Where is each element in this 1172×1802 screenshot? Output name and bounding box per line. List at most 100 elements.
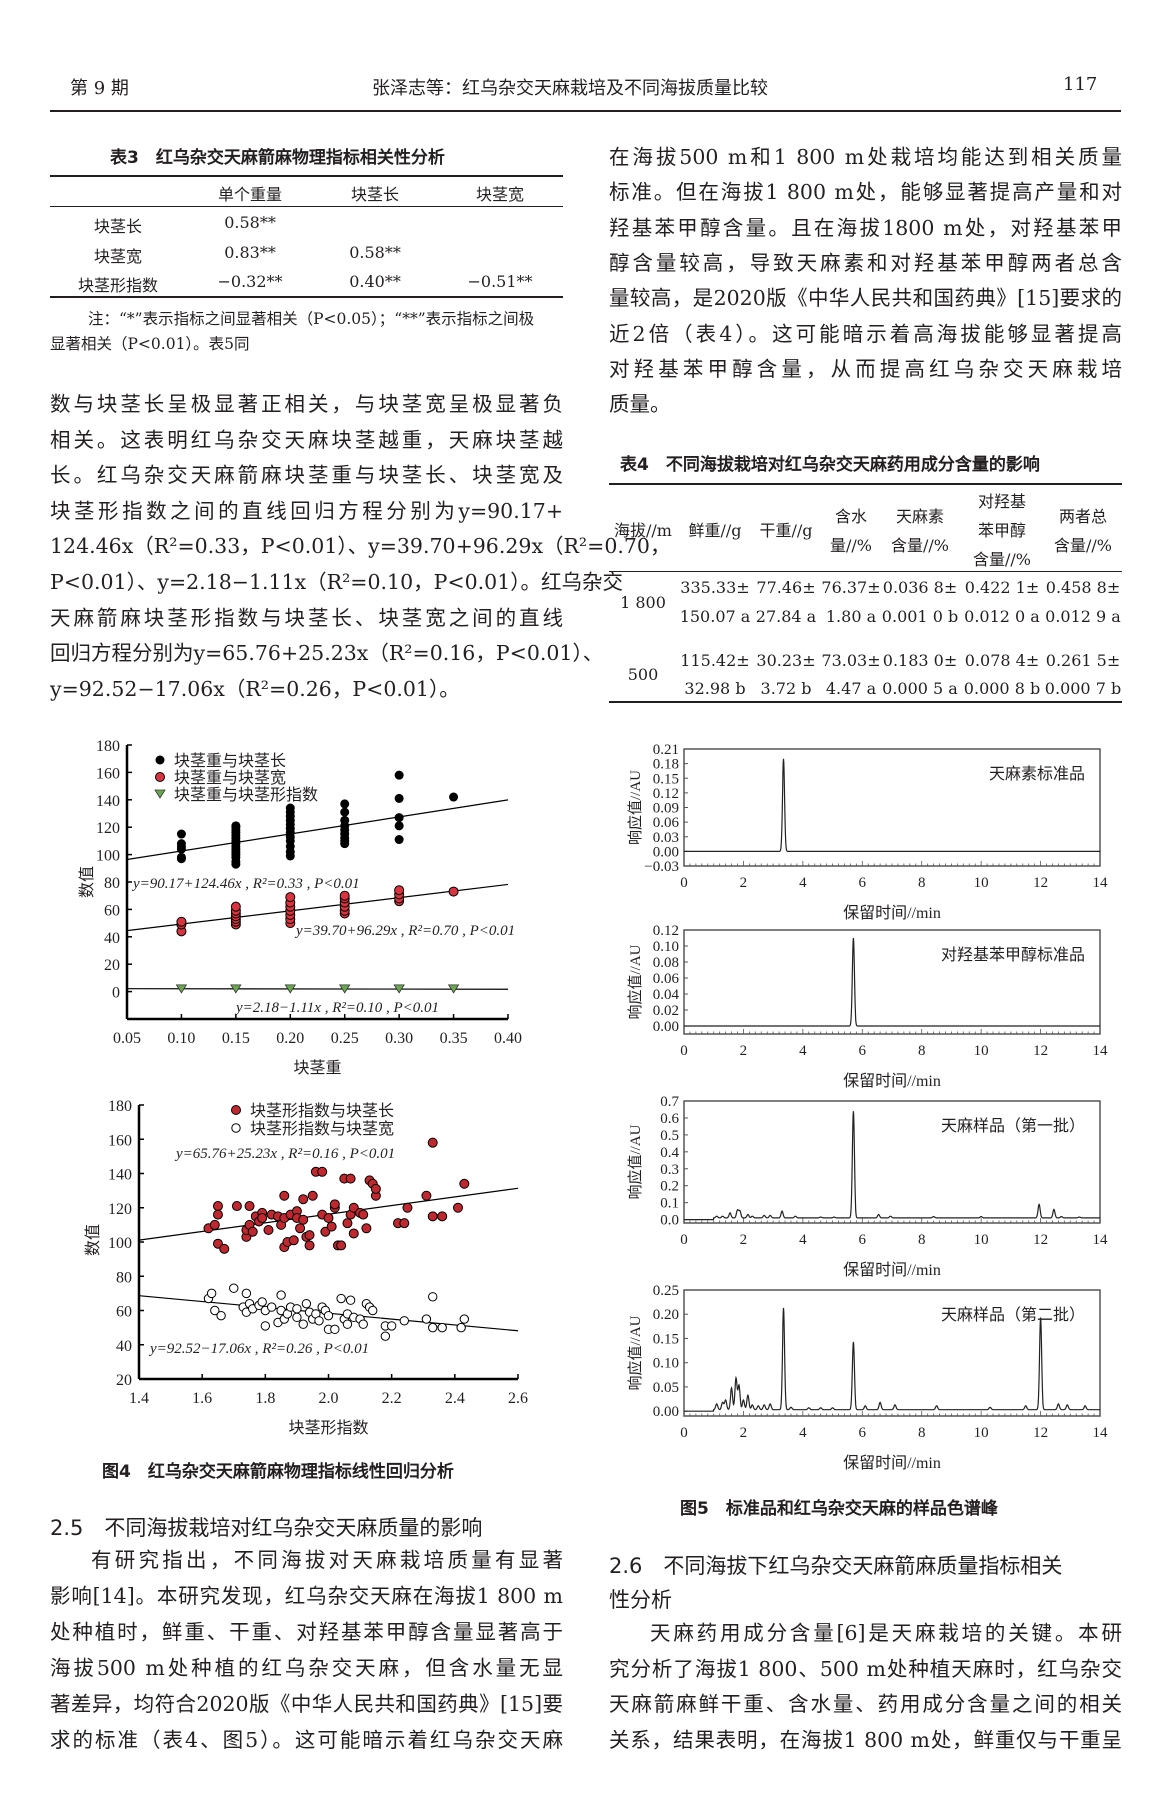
row-header: 块茎长 <box>93 217 143 236</box>
x-tick-label: 0.20 <box>276 1030 304 1047</box>
text-line: 长。红乌杂交天麻箭麻块茎重与块茎长、块茎宽及 <box>50 463 563 488</box>
x-tick-label: 12 <box>1033 1043 1048 1059</box>
data-point <box>330 1324 340 1335</box>
y-tick-label: 0.10 <box>653 1356 679 1372</box>
data-point <box>370 1183 381 1194</box>
x-axis-label: 块茎重 <box>293 1059 341 1077</box>
y-tick-label: 0.04 <box>653 987 680 1003</box>
x-tick-label: 14 <box>1093 1425 1109 1441</box>
table-cell: 3.72 b <box>760 679 812 698</box>
table-note: 显著相关（P<0.01）。表5同 <box>50 335 250 353</box>
x-tick-label: 0.35 <box>440 1030 468 1047</box>
data-point <box>380 1331 391 1341</box>
y-tick-label: 0.00 <box>653 844 679 860</box>
table-cell: 0.458 8± <box>1045 578 1121 597</box>
sample-label: 天麻样品（第一批） <box>941 1117 1085 1135</box>
data-point <box>437 1322 447 1333</box>
text-line: 标准。但在海拔1 800 m处，能够显著提高产量和对 <box>609 180 1122 205</box>
x-tick-label: 6 <box>859 875 867 891</box>
table-cell: 30.23± <box>756 651 816 670</box>
table-rule <box>609 571 1122 573</box>
x-tick-label: 2 <box>740 1425 748 1441</box>
data-point <box>448 886 459 897</box>
x-tick-label: 0.05 <box>113 1030 141 1047</box>
data-point <box>386 1321 397 1331</box>
x-tick-label: 0.40 <box>494 1030 522 1047</box>
data-point <box>339 890 350 901</box>
y-tick-label: 0.10 <box>653 939 679 955</box>
y-tick-label: 60 <box>116 1304 132 1321</box>
y-axis-label: 响应值//AU <box>626 770 644 845</box>
x-tick-label: 6 <box>859 1425 867 1441</box>
data-point <box>292 1304 302 1314</box>
table-cell: 0.000 5 a <box>882 679 958 698</box>
data-point <box>176 852 186 862</box>
data-point <box>459 1178 470 1189</box>
data-point <box>338 984 351 994</box>
page-number: 117 <box>1063 74 1098 95</box>
y-axis-label: 数值 <box>84 1224 102 1256</box>
table-cell: 76.37± <box>821 578 881 597</box>
table-cell: 1.80 a <box>825 607 877 626</box>
y-tick-label: 0.09 <box>653 801 679 817</box>
data-point <box>304 1230 315 1241</box>
data-point <box>317 1166 328 1177</box>
x-tick-label: 2.6 <box>508 1390 528 1407</box>
y-tick-label: 100 <box>96 848 120 865</box>
column-header: 干重//g <box>759 521 813 540</box>
column-header: 块茎宽 <box>475 185 525 204</box>
x-tick-label: 4 <box>799 1043 807 1059</box>
x-tick-label: 10 <box>974 875 989 891</box>
data-point <box>285 892 296 903</box>
data-point <box>394 770 404 780</box>
table-cell: 0.58** <box>349 243 401 262</box>
text-line: 质量。 <box>609 392 671 417</box>
regression-equation: y=2.18−1.11x , R²=0.10 , P<0.01 <box>234 1000 439 1016</box>
y-tick-label: 120 <box>108 1201 132 1218</box>
legend-marker <box>155 772 165 782</box>
y-tick-label: 180 <box>96 738 120 755</box>
x-tick-label: 0.30 <box>385 1030 413 1047</box>
table-cell: 115.42± <box>680 651 750 670</box>
data-point <box>329 1199 340 1210</box>
chromatogram-trace <box>684 1307 1100 1412</box>
data-point <box>345 1295 356 1305</box>
column-header: 两者总 <box>1058 506 1108 526</box>
regression-line <box>126 988 509 990</box>
table-cell: 0.422 1± <box>964 578 1040 597</box>
y-tick-label: 0.4 <box>660 1145 679 1161</box>
text-line: P<0.01）、y=2.18−1.11x（R²=0.10，P<0.01）。红乌杂… <box>50 570 623 594</box>
y-tick-label: 0.25 <box>653 1283 679 1299</box>
data-point <box>399 1218 410 1229</box>
column-header: 块茎长 <box>350 185 400 204</box>
legend-marker <box>155 755 165 765</box>
x-tick-label: 8 <box>918 1425 926 1441</box>
table-cell: 0.40** <box>349 272 401 291</box>
text-line: 天麻箭麻块茎形指数与块茎长、块茎宽之间的直线 <box>50 605 563 630</box>
table-cell: 4.47 a <box>825 679 877 698</box>
x-tick-label: 1.4 <box>129 1390 149 1407</box>
data-point <box>298 1319 308 1329</box>
y-tick-label: 0.15 <box>653 771 679 787</box>
table-cell: 27.84 a <box>755 607 817 626</box>
text-line: 处种植时，鲜重、干重、对羟基苯甲醇含量显著高于 <box>50 1620 563 1644</box>
column-header: 含量//% <box>973 550 1031 569</box>
x-tick-label: 10 <box>974 1232 989 1248</box>
y-axis-label: 响应值//AU <box>626 944 644 1019</box>
data-point <box>298 1214 309 1225</box>
data-point <box>394 885 405 896</box>
data-point <box>323 1213 334 1224</box>
data-point <box>345 1173 356 1184</box>
column-header: 对羟基 <box>977 492 1027 511</box>
data-point <box>295 1223 306 1234</box>
table-note: 注：“*”表示指标之间显著相关（P<0.05）；“**”表示指标之间极 <box>88 310 535 328</box>
text-line: 关系，结果表明，在海拔1 800 m处，鲜重仅与干重呈 <box>609 1728 1122 1753</box>
regression-line <box>126 799 509 861</box>
table-cell: 73.03± <box>821 651 881 670</box>
section-2-6-heading: 2.6 不同海拔下红乌杂交天麻箭麻质量指标相关 <box>609 1554 1063 1578</box>
data-point <box>394 793 404 803</box>
data-point <box>437 1211 448 1222</box>
x-tick-label: 2.2 <box>382 1390 402 1407</box>
data-point <box>456 1322 466 1333</box>
